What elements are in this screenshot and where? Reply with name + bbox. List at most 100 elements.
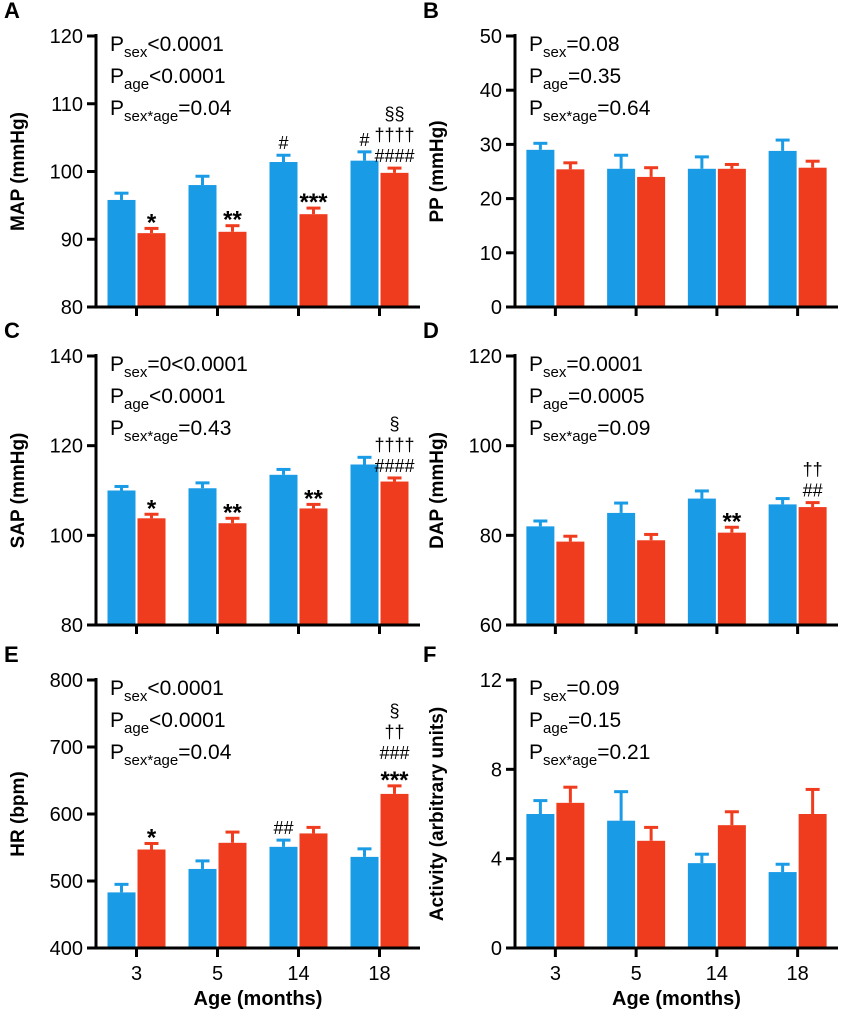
stat-subscript: sex*age [543,108,597,125]
bar-s1-3 [526,526,555,625]
significance-marker: †† [384,722,404,742]
stat-value: =0.21 [597,741,650,764]
y-axis-label: SAP (mmHg) [8,433,29,549]
stat-symbol: P [110,65,124,88]
stat-line: Psex*age=0.64 [529,97,651,125]
y-tick-label: 80 [61,615,83,637]
bar-s2-18 [798,814,827,948]
bar-s1-18 [350,856,379,948]
y-tick-label: 4 [491,849,502,871]
y-axis-label: Activity (arbitrary units) [427,707,448,921]
stat-symbol: P [110,353,124,376]
bar-s2-14 [299,214,328,307]
stat-value: =0.43 [178,417,231,440]
bar-s1-5 [607,512,636,625]
bar-s2-18 [798,167,827,307]
stat-symbol: P [110,677,124,700]
significance-marker: ** [223,499,242,526]
stat-subscript: age [543,396,568,413]
stat-value: =0.35 [568,65,621,88]
stat-value: =0.04 [178,97,231,120]
y-tick-label: 0 [491,297,502,319]
stat-value: =0<0.0001 [147,353,247,376]
significance-marker: *** [380,767,409,794]
bar-s1-3 [107,490,136,625]
stat-line: Psex<0.0001 [110,677,224,705]
bar-s1-3 [107,892,136,948]
y-tick-label: 8 [491,759,502,781]
bar-s2-14 [299,508,328,625]
stat-symbol: P [529,97,543,120]
y-tick-label: 120 [50,436,83,458]
significance-marker: #### [374,146,414,166]
y-tick-label: 120 [50,26,83,48]
bar-s1-18 [350,464,379,625]
y-tick-label: 20 [480,189,502,211]
significance-marker: †††† [374,125,414,145]
y-tick-label: 600 [50,804,83,826]
bar-s1-14 [269,846,298,948]
bar-s2-18 [380,481,409,625]
bar-s1-18 [768,504,797,625]
bar-s1-5 [188,488,217,625]
y-tick-label: 90 [61,229,83,251]
bar-s1-18 [768,872,797,948]
significance-marker: # [359,130,369,150]
stat-subscript: sex*age [543,752,597,769]
bar-s1-14 [687,863,716,948]
stat-line: Psex<0.0001 [110,33,224,61]
stat-subscript: sex*age [124,108,178,125]
significance-marker: § [389,414,399,434]
stat-subscript: sex*age [543,428,597,445]
stat-line: Page<0.0001 [110,385,226,413]
y-tick-label: 30 [480,134,502,156]
y-tick-label: 140 [50,346,83,368]
y-axis-label: MAP (mmHg) [8,112,29,231]
bar-s2-3 [137,518,166,625]
bar-s1-3 [107,199,136,307]
stat-subscript: age [543,76,568,93]
stat-value: <0.0001 [147,677,224,700]
bar-s2-18 [798,507,827,625]
significance-marker: ### [379,743,409,763]
stat-value: =0.04 [178,741,231,764]
x-tick-label: 14 [287,963,309,985]
significance-marker: § [389,701,399,721]
stat-subscript: age [124,76,149,93]
stat-symbol: P [110,417,124,440]
significance-marker: # [278,133,288,153]
bar-s2-3 [556,541,585,625]
stat-symbol: P [110,33,124,56]
stat-line: Page<0.0001 [110,709,226,737]
x-tick-label: 18 [368,963,390,985]
bar-s2-3 [556,169,585,307]
stat-line: Psex*age=0.43 [110,417,231,445]
bar-s2-3 [556,802,585,948]
stat-value: =0.09 [566,677,619,700]
x-axis-label: Age (months) [194,988,323,1010]
stat-line: Psex=0.0001 [529,353,643,381]
y-tick-label: 100 [50,525,83,547]
bar-s2-5 [218,231,247,307]
panel-letter: E [4,642,19,667]
panel-letter: A [4,0,20,23]
significance-marker: ## [803,481,823,501]
stat-value: =0.09 [597,417,650,440]
stat-line: Psex*age=0.09 [529,417,650,445]
y-tick-label: 10 [480,243,502,265]
bar-s2-5 [637,840,666,948]
x-tick-label: 3 [131,963,142,985]
y-tick-label: 500 [50,871,83,893]
significance-marker: ** [723,508,742,535]
stat-symbol: P [529,677,543,700]
stat-value: =0.15 [568,709,621,732]
y-tick-label: 100 [469,436,502,458]
stat-line: Psex*age=0.04 [110,741,232,769]
x-tick-label: 5 [631,963,642,985]
stat-subscript: sex [124,688,148,705]
panel-letter: F [423,642,436,667]
stat-subscript: age [124,396,149,413]
